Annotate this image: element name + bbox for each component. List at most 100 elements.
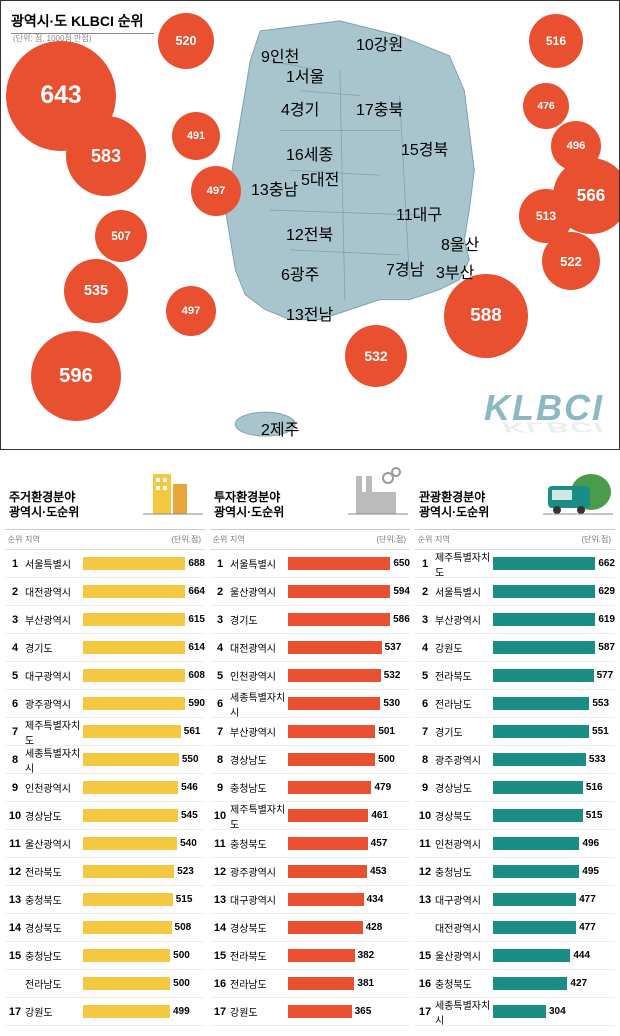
klbci-logo: KLBCI — [484, 387, 604, 429]
bar-cell: 434 — [288, 892, 410, 908]
score-bubble: 522 — [542, 232, 600, 290]
region-marker: 16세종 — [286, 141, 333, 165]
region-cell: 인천광역시 — [230, 668, 288, 683]
table-row: 7경기도551 — [415, 718, 615, 746]
rank-cell: 16 — [415, 978, 435, 990]
table-row: 4대전광역시537 — [210, 634, 410, 662]
marker-rank: 8 — [441, 237, 450, 254]
region-cell: 부산광역시 — [25, 612, 83, 627]
bar — [83, 921, 172, 934]
value-label: 688 — [185, 558, 205, 569]
rank-cell: 11 — [210, 838, 230, 850]
rank-cell: 7 — [415, 726, 435, 738]
marker-name: 충북 — [374, 102, 403, 119]
bar-cell: 664 — [83, 584, 205, 600]
value-label: 594 — [390, 586, 410, 597]
ranking-column: 관광환경분야광역시·도순위순위지역(단위:점)1제주특별자치도6622서울특별시… — [415, 460, 615, 1026]
value-label: 500 — [170, 978, 190, 989]
value-label: 619 — [595, 614, 615, 625]
region-cell: 대구광역시 — [230, 892, 288, 907]
table-row: 5인천광역시532 — [210, 662, 410, 690]
region-marker: 7경남 — [386, 256, 424, 280]
region-marker: 6광주 — [281, 261, 319, 285]
region-cell: 경기도 — [25, 640, 83, 655]
rank-cell: 14 — [5, 922, 25, 934]
col-rank: 순위 — [5, 534, 25, 545]
bar-cell: 496 — [493, 836, 615, 852]
rank-cell: 1 — [415, 558, 435, 570]
marker-rank: 5 — [301, 172, 310, 189]
table-row: 14경상북도428 — [210, 914, 410, 942]
table-row: 5대구광역시608 — [5, 662, 205, 690]
region-cell: 경기도 — [230, 612, 288, 627]
region-cell: 광주광역시 — [25, 696, 83, 711]
factory-icon — [348, 464, 408, 519]
region-marker: 5대전 — [301, 166, 339, 190]
value-label: 590 — [185, 698, 205, 709]
value-label: 587 — [595, 642, 615, 653]
ranking-tables: 주거환경분야광역시·도순위순위지역(단위:점)1서울특별시6882대전광역시66… — [0, 450, 620, 1036]
bar-cell: 586 — [288, 612, 410, 628]
region-cell: 전라남도 — [25, 976, 83, 991]
value-label: 550 — [179, 754, 199, 765]
table-header: 주거환경분야광역시·도순위 — [5, 460, 205, 530]
bar — [288, 641, 382, 654]
map-section: 광역시·도 KLBCI 순위 (단위: 점, 1000점 만점) 6435205… — [0, 0, 620, 450]
value-label: 428 — [363, 922, 383, 933]
region-cell: 대전광역시 — [435, 920, 493, 935]
region-cell: 충청북도 — [25, 892, 83, 907]
rank-cell: 3 — [5, 614, 25, 626]
region-cell: 제주특별자치도 — [435, 549, 493, 579]
bar-cell: 427 — [493, 976, 615, 992]
value-label: 500 — [170, 950, 190, 961]
bar — [83, 669, 185, 682]
value-label: 365 — [352, 1006, 372, 1017]
table-row: 11인천광역시496 — [415, 830, 615, 858]
bar-cell: 614 — [83, 640, 205, 656]
region-cell: 충청남도 — [435, 864, 493, 879]
bar — [288, 949, 355, 962]
bar — [493, 865, 579, 878]
bar — [83, 949, 170, 962]
region-cell: 충청남도 — [25, 948, 83, 963]
marker-name: 전남 — [304, 307, 333, 324]
bar — [288, 893, 364, 906]
marker-name: 경남 — [395, 262, 424, 279]
value-label: 615 — [185, 614, 205, 625]
table-row: 8광주광역시533 — [415, 746, 615, 774]
bar-cell: 479 — [288, 780, 410, 796]
region-marker: 4경기 — [281, 96, 319, 120]
region-marker: 10강원 — [356, 31, 403, 55]
marker-rank: 11 — [396, 207, 413, 224]
table-row: 1서울특별시688 — [5, 550, 205, 578]
rank-cell: 6 — [415, 698, 435, 710]
rank-cell: 3 — [210, 614, 230, 626]
column-headers: 순위지역(단위:점) — [210, 530, 410, 550]
marker-rank: 10 — [356, 37, 374, 54]
marker-rank: 17 — [356, 102, 374, 119]
bar-cell: 537 — [288, 640, 410, 656]
table-row: 15울산광역시444 — [415, 942, 615, 970]
table-row: 3부산광역시 615 — [5, 606, 205, 634]
ranking-column: 주거환경분야광역시·도순위순위지역(단위:점)1서울특별시6882대전광역시66… — [5, 460, 205, 1026]
marker-name: 대전 — [310, 172, 339, 189]
marker-rank: 7 — [386, 262, 395, 279]
region-cell: 대전광역시 — [230, 640, 288, 655]
rank-cell: 14 — [210, 922, 230, 934]
marker-name: 강원 — [374, 37, 403, 54]
table-row: 1서울특별시650 — [210, 550, 410, 578]
bar — [83, 977, 170, 990]
score-bubble: 520 — [158, 13, 214, 69]
rank-cell: 10 — [415, 810, 435, 822]
bar — [288, 977, 354, 990]
col-region: 지역 — [230, 534, 288, 545]
table-row: 10경상남도545 — [5, 802, 205, 830]
rank-cell: 6 — [210, 698, 230, 710]
value-label: 515 — [173, 894, 193, 905]
region-cell: 부산광역시 — [435, 612, 493, 627]
rank-cell: 1 — [210, 558, 230, 570]
region-marker: 8울산 — [441, 231, 479, 255]
marker-name: 전북 — [304, 227, 333, 244]
bar — [288, 921, 363, 934]
marker-rank: 13 — [251, 182, 269, 199]
